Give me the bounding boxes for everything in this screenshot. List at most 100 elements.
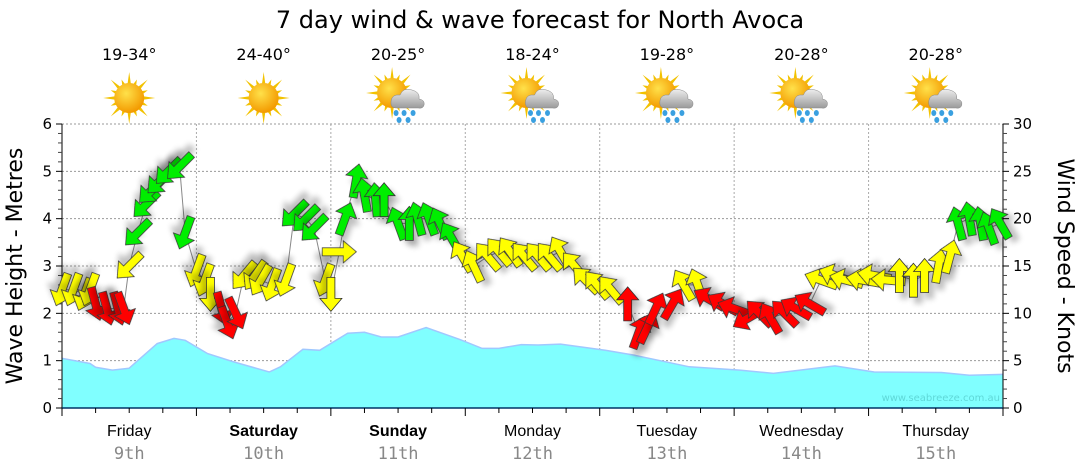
rain-drop xyxy=(396,117,402,123)
temperature-range: 19-34° xyxy=(102,45,157,64)
wind-arrow-green xyxy=(372,182,396,218)
sun-ray xyxy=(928,106,932,119)
rain-drop xyxy=(665,117,671,123)
cloud xyxy=(659,88,694,109)
wave-height-area xyxy=(62,327,1003,408)
wind-arrow-red xyxy=(659,288,685,322)
wind-arrows xyxy=(49,151,1013,351)
sun-ray xyxy=(793,67,798,80)
sun-ray xyxy=(634,91,648,95)
wind-arrow-red xyxy=(224,295,248,330)
sun-ray xyxy=(669,74,680,85)
showers-icon xyxy=(366,67,425,123)
sun-ray xyxy=(272,106,283,117)
right-axis-title: Wind Speed - Knots xyxy=(1052,158,1077,373)
wind-arrow-green xyxy=(167,151,196,180)
sunny-icon xyxy=(103,72,156,124)
rain-drop xyxy=(536,110,541,116)
rain-drop xyxy=(670,110,676,116)
sun-ray xyxy=(535,74,545,85)
daily-forecast-header: 19-34° 24-40° 20-25° 18-24° 19-28° 20-28° 20-2… xyxy=(102,45,963,124)
wind-arrow-yellow xyxy=(498,237,524,269)
sun-ray xyxy=(110,106,121,117)
day-date: 13th xyxy=(646,444,687,464)
wind-arrow-green xyxy=(125,217,154,246)
rain-drop xyxy=(813,110,819,116)
left-tick-label: 4 xyxy=(42,210,52,228)
sun-ray xyxy=(911,74,922,85)
wind-arrow-yellow xyxy=(939,239,963,275)
sun-ray xyxy=(642,74,653,85)
day-date: 11th xyxy=(378,444,419,464)
day-label: Saturday xyxy=(229,423,298,440)
sun-ray xyxy=(776,74,787,85)
day-label: Wednesday xyxy=(759,423,843,440)
sun-ray xyxy=(272,79,283,90)
rain-drop xyxy=(804,110,810,116)
wind-arrow-green xyxy=(172,215,196,250)
sun-ray xyxy=(127,111,131,124)
sun-ray xyxy=(373,101,384,112)
wave-area xyxy=(61,326,1004,408)
day-date: 12th xyxy=(512,444,553,464)
sun-ray xyxy=(237,96,250,100)
sun-ray xyxy=(508,101,518,112)
rain-drop xyxy=(799,117,805,123)
sun-ray xyxy=(659,67,663,80)
sun-ray xyxy=(803,74,814,85)
sun-ray xyxy=(928,67,932,80)
day-label: Sunday xyxy=(369,423,427,440)
sun-ray xyxy=(659,106,663,119)
sun-ray xyxy=(642,101,653,112)
axes: 0 1 2 3 4 5 6 0 5 10 15 20 25 30 Friday 9th Saturday 10th… xyxy=(42,115,1032,464)
rain-drop xyxy=(401,110,407,116)
chart-title: 7 day wind & wave forecast for North Avo… xyxy=(276,6,804,34)
sun-ray xyxy=(508,74,518,85)
right-tick-label: 30 xyxy=(1013,115,1032,133)
rain-drop xyxy=(410,110,416,116)
sun-ray xyxy=(524,67,529,80)
sun-ray xyxy=(400,74,411,85)
wind-arrow-yellow xyxy=(319,276,343,313)
rain-drop xyxy=(545,110,550,116)
sun-ray xyxy=(938,74,949,85)
left-axis-title: Wave Height - Metres xyxy=(3,148,28,385)
right-tick-label: 25 xyxy=(1013,162,1032,180)
sun-disc xyxy=(248,83,279,113)
showers-icon xyxy=(769,67,828,123)
sun-ray xyxy=(110,79,121,90)
showers-icon xyxy=(903,67,963,123)
day-label: Tuesday xyxy=(637,423,698,440)
sun-ray xyxy=(390,106,394,119)
day-label: Friday xyxy=(107,423,151,440)
rain-drop xyxy=(943,117,949,123)
cloud xyxy=(390,88,425,109)
sun-ray xyxy=(245,79,256,90)
sun-ray xyxy=(776,101,787,112)
left-tick-label: 0 xyxy=(42,399,52,417)
sun-ray xyxy=(103,96,116,100)
wind-arrow-yellow xyxy=(870,268,906,292)
sun-ray xyxy=(903,91,916,95)
temperature-range: 19-28° xyxy=(640,45,695,64)
temperature-range: 20-28° xyxy=(909,45,964,64)
right-tick-label: 15 xyxy=(1013,257,1032,275)
wind-arrow-yellow xyxy=(321,239,357,264)
rain-drop xyxy=(948,110,954,116)
wind-arrow-yellow xyxy=(116,250,145,279)
rain-drop xyxy=(393,110,399,116)
day-label: Thursday xyxy=(902,423,969,440)
wind-arrow-green xyxy=(334,202,358,237)
sun-ray xyxy=(127,72,131,85)
cloud xyxy=(928,88,963,109)
right-tick-label: 20 xyxy=(1013,210,1032,228)
day-date: 14th xyxy=(781,444,822,464)
cloud xyxy=(793,88,828,109)
right-tick-label: 10 xyxy=(1013,304,1032,322)
day-date: 9th xyxy=(114,444,145,464)
wind-arrow-green xyxy=(345,163,369,199)
rain-drop xyxy=(674,117,680,123)
rain-drop xyxy=(808,117,814,123)
watermark: www.seabreeze.com.au xyxy=(882,393,1000,404)
left-tick-label: 2 xyxy=(42,304,52,322)
